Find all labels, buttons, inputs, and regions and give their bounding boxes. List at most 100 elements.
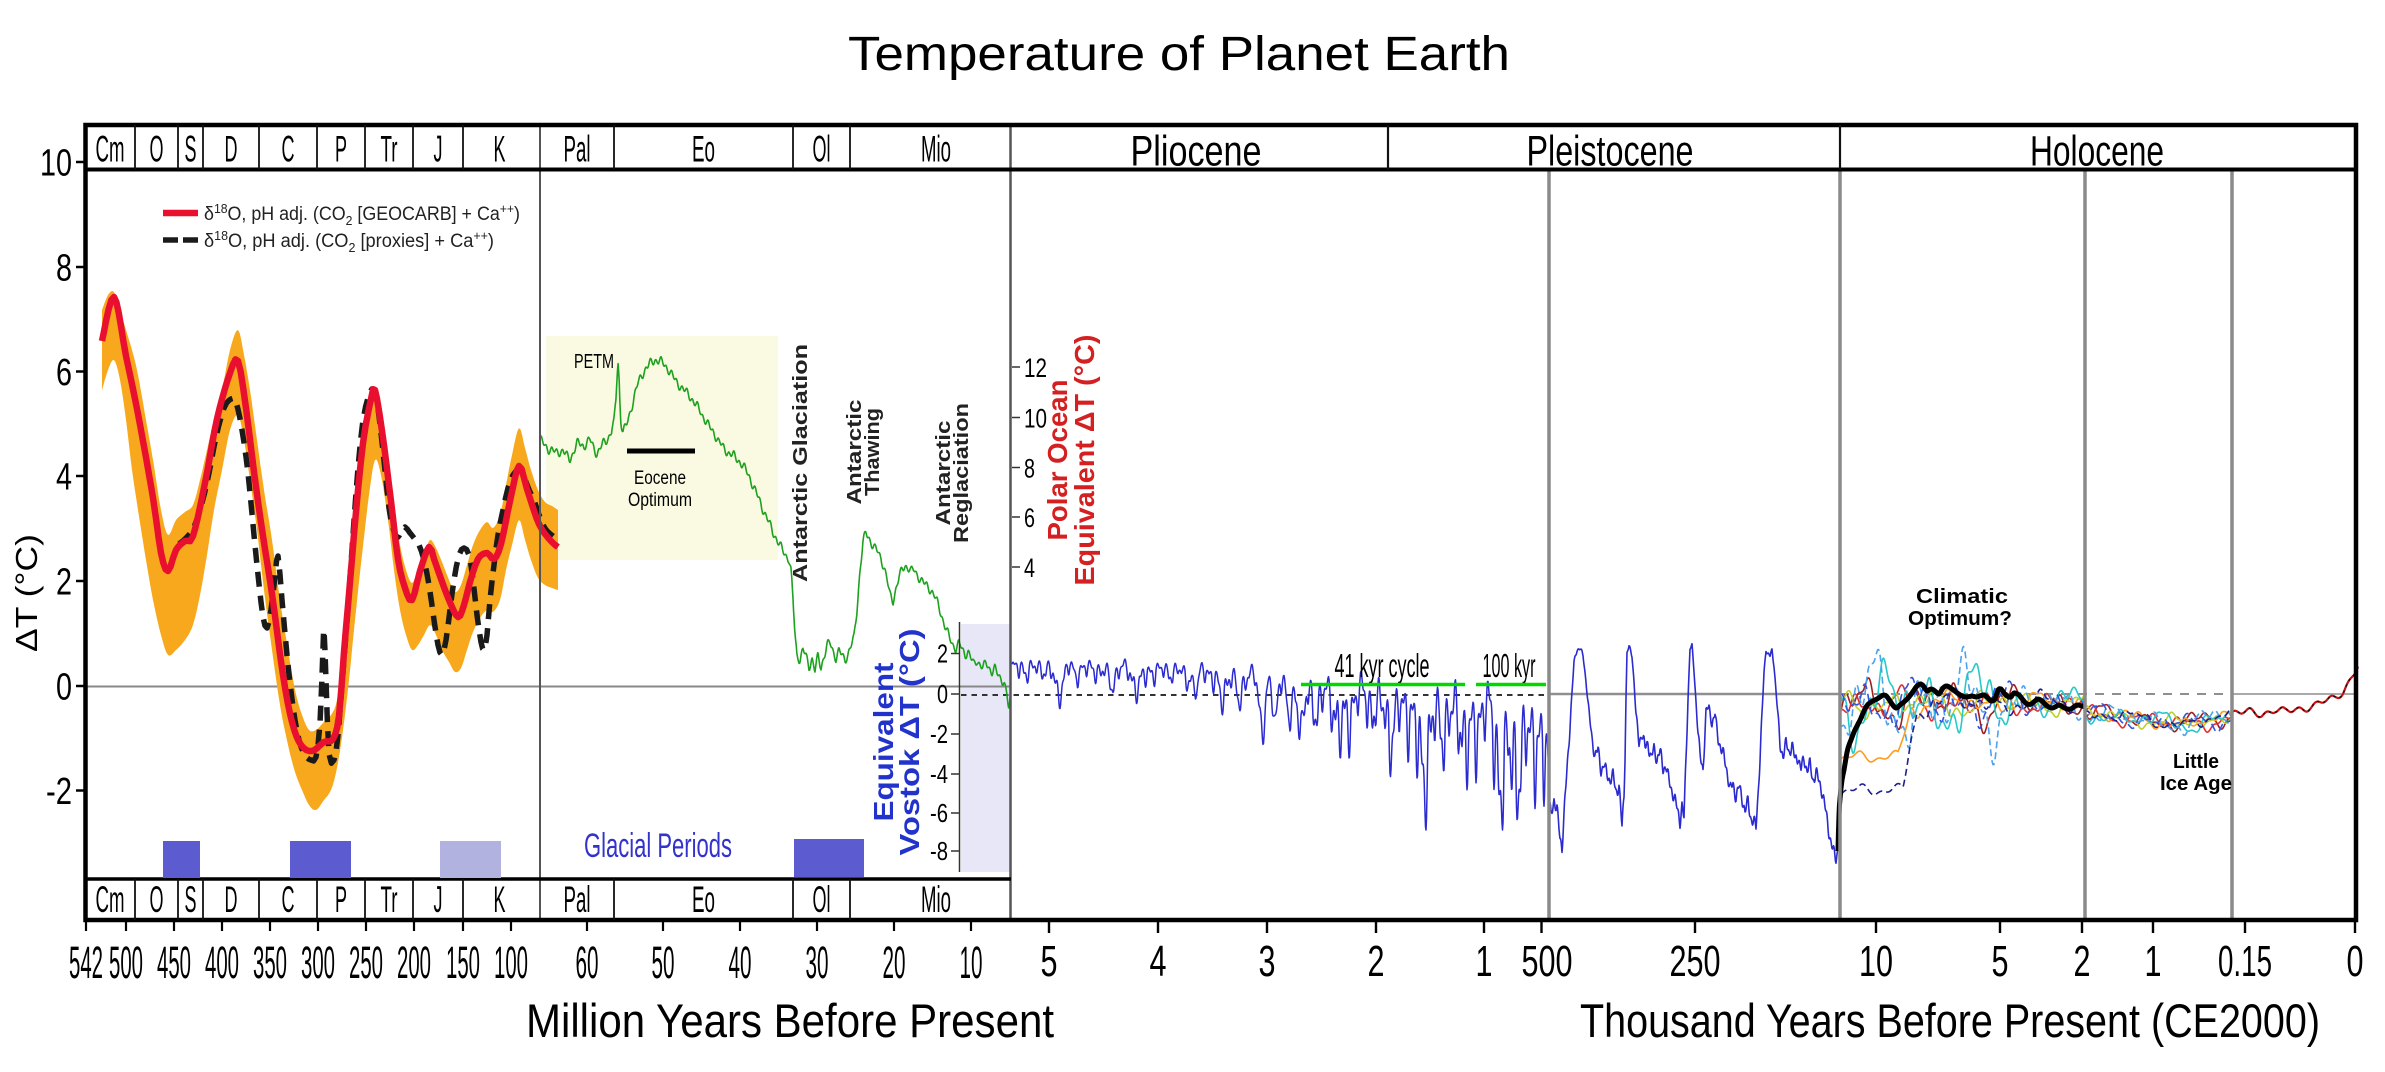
svg-text:41 kyr cycle: 41 kyr cycle (1335, 647, 1430, 684)
svg-text:ΔT (°C): ΔT (°C) (9, 534, 44, 652)
svg-text:4: 4 (1024, 553, 1035, 583)
svg-text:P: P (335, 129, 347, 170)
svg-text:Climatic: Climatic (1916, 586, 2008, 608)
svg-text:Polar Ocean: Polar Ocean (1042, 380, 1073, 541)
svg-text:0.15: 0.15 (2218, 937, 2272, 986)
svg-text:Antarctic Glaciation: Antarctic Glaciation (790, 344, 812, 582)
svg-text:0: 0 (56, 667, 72, 709)
svg-text:6: 6 (56, 352, 72, 394)
svg-text:4: 4 (1150, 937, 1167, 986)
svg-text:Cm: Cm (96, 879, 125, 920)
svg-text:J: J (434, 879, 443, 920)
svg-text:2: 2 (56, 562, 72, 604)
svg-text:Optimum: Optimum (628, 490, 692, 511)
svg-text:10: 10 (1859, 937, 1893, 986)
svg-text:-2: -2 (46, 771, 72, 813)
svg-text:10: 10 (1024, 404, 1047, 434)
svg-text:Thousand Years Before Present: Thousand Years Before Present (CE2000) (1580, 994, 2320, 1047)
svg-text:Equivalent: Equivalent (868, 663, 899, 822)
svg-text:Vostok ΔT (°C): Vostok ΔT (°C) (894, 629, 925, 856)
svg-text:Pliocene: Pliocene (1131, 128, 1262, 176)
svg-text:C: C (282, 129, 295, 170)
svg-text:S: S (185, 879, 197, 920)
svg-text:Ol: Ol (813, 129, 831, 170)
svg-text:Mio: Mio (921, 879, 951, 920)
svg-text:Antarctic: Antarctic (844, 400, 866, 505)
svg-text:500: 500 (1522, 937, 1573, 986)
svg-text:2: 2 (937, 639, 948, 669)
svg-text:Ol: Ol (813, 879, 831, 920)
svg-text:500: 500 (109, 937, 143, 988)
svg-text:J: J (434, 129, 443, 170)
svg-text:10: 10 (960, 937, 983, 988)
svg-text:Pal: Pal (564, 129, 591, 170)
svg-text:Reglaciation: Reglaciation (951, 403, 973, 543)
svg-text:-4: -4 (930, 759, 948, 789)
svg-text:Mio: Mio (921, 129, 951, 170)
svg-text:Pleistocene: Pleistocene (1527, 128, 1694, 176)
svg-text:Million Years Before Present: Million Years Before Present (526, 994, 1054, 1047)
svg-text:60: 60 (576, 937, 599, 988)
svg-text:542: 542 (69, 937, 103, 988)
svg-text:1: 1 (2145, 937, 2162, 986)
svg-text:2: 2 (1368, 937, 1385, 986)
svg-text:Holocene: Holocene (2030, 128, 2164, 176)
svg-text:O: O (150, 879, 164, 920)
svg-text:5: 5 (1992, 937, 2009, 986)
svg-text:O: O (150, 129, 164, 170)
svg-text:Ice Age: Ice Age (2160, 773, 2232, 795)
svg-text:100: 100 (494, 937, 528, 988)
svg-text:δ18O, pH adj. (CO2 [GEOCARB] +: δ18O, pH adj. (CO2 [GEOCARB] + Ca++) (204, 201, 520, 228)
svg-text:-2: -2 (930, 719, 948, 749)
svg-text:-6: -6 (930, 798, 948, 828)
svg-text:Tr: Tr (381, 879, 398, 920)
svg-text:400: 400 (205, 937, 239, 988)
svg-text:8: 8 (1024, 454, 1035, 484)
svg-text:Glacial Periods: Glacial Periods (584, 827, 732, 865)
svg-text:1: 1 (1476, 937, 1493, 986)
svg-text:Thawing: Thawing (862, 408, 884, 496)
svg-text:S: S (185, 129, 197, 170)
svg-text:0: 0 (937, 679, 948, 709)
svg-text:Tr: Tr (381, 129, 398, 170)
svg-text:Antarctic: Antarctic (933, 421, 955, 526)
svg-text:-8: -8 (930, 836, 948, 866)
svg-text:K: K (494, 129, 506, 170)
svg-text:PETM: PETM (574, 351, 614, 373)
svg-text:350: 350 (253, 937, 287, 988)
svg-text:50: 50 (652, 937, 675, 988)
svg-text:10: 10 (40, 143, 72, 185)
svg-text:Little: Little (2173, 751, 2219, 773)
svg-text:450: 450 (157, 937, 191, 988)
svg-text:K: K (494, 879, 506, 920)
svg-text:150: 150 (446, 937, 480, 988)
svg-text:30: 30 (806, 937, 829, 988)
svg-text:6: 6 (1024, 503, 1035, 533)
svg-text:P: P (335, 879, 347, 920)
svg-text:Eo: Eo (692, 879, 715, 920)
svg-text:Cm: Cm (96, 129, 125, 170)
svg-text:Equivalent ΔT (°C): Equivalent ΔT (°C) (1069, 335, 1100, 586)
svg-text:200: 200 (397, 937, 431, 988)
svg-text:250: 250 (349, 937, 383, 988)
svg-text:C: C (282, 879, 295, 920)
svg-text:Eocene: Eocene (634, 468, 686, 489)
svg-text:4: 4 (56, 457, 72, 499)
svg-text:Optimum?: Optimum? (1908, 608, 2012, 630)
svg-text:300: 300 (301, 937, 335, 988)
svg-text:40: 40 (729, 937, 752, 988)
svg-text:δ18O, pH adj. (CO2 [proxies] +: δ18O, pH adj. (CO2 [proxies] + Ca++) (204, 228, 494, 255)
svg-text:20: 20 (883, 937, 906, 988)
svg-text:Eo: Eo (692, 129, 715, 170)
svg-text:12: 12 (1024, 353, 1047, 383)
svg-text:D: D (225, 129, 238, 170)
svg-text:100 kyr: 100 kyr (1483, 647, 1536, 684)
svg-text:8: 8 (56, 248, 72, 290)
svg-text:0: 0 (2347, 937, 2364, 986)
svg-text:D: D (225, 879, 238, 920)
svg-text:250: 250 (1670, 937, 1721, 986)
svg-text:5: 5 (1041, 937, 1058, 986)
svg-text:3: 3 (1259, 937, 1276, 986)
svg-text:Temperature of Planet Earth: Temperature of Planet Earth (848, 28, 1510, 81)
svg-text:Pal: Pal (564, 879, 591, 920)
